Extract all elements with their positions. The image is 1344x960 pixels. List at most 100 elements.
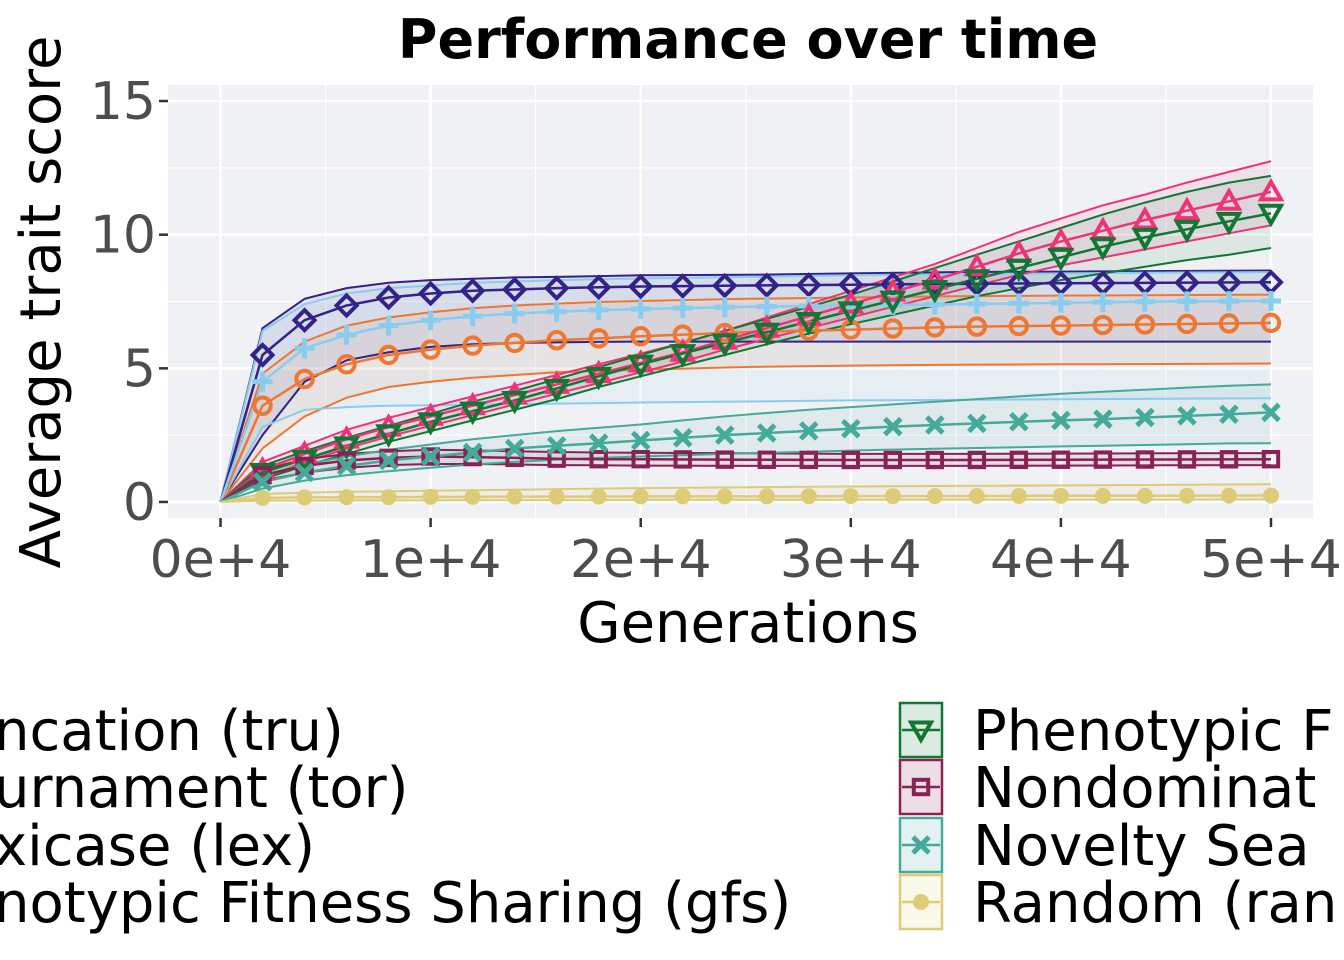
point-nondominated-sorting-nds: [883, 450, 903, 470]
point-phenotypic-fitness-sharing-pfs: [711, 333, 739, 357]
point-truncation-tru: [585, 274, 612, 301]
point-genotypic-fitness-sharing-gfs: [1173, 196, 1201, 221]
point-random-ran: [758, 488, 775, 505]
point-phenotypic-fitness-sharing-pfs: [417, 412, 445, 436]
point-novelty-search-nov: [1051, 410, 1071, 431]
x-tick-label: 1e+4: [360, 530, 502, 590]
point-novelty-search-nov: [1177, 406, 1197, 426]
chart-title: Performance over time: [398, 8, 1098, 71]
point-genotypic-fitness-sharing-gfs: [585, 359, 613, 384]
point-phenotypic-fitness-sharing-pfs: [669, 344, 697, 368]
point-novelty-search-nov: [756, 423, 777, 443]
point-tournament-tor: [714, 322, 735, 344]
point-random-ran: [1262, 487, 1279, 504]
point-random-ran: [296, 489, 313, 506]
point-lexicase-lex: [546, 301, 567, 322]
point-lexicase-lex: [1008, 293, 1029, 314]
legend-label: Phenotypic F: [973, 699, 1333, 764]
bound-lo-truncation-tru: [219, 340, 1271, 503]
point-nondominated-sorting-nds: [379, 448, 398, 468]
point-phenotypic-fitness-sharing-pfs: [627, 354, 655, 379]
point-novelty-search-nov: [925, 415, 945, 435]
x-tick-label: 4e+4: [990, 530, 1132, 590]
point-random-ran: [422, 488, 439, 505]
point-phenotypic-fitness-sharing-pfs: [837, 301, 865, 325]
point-truncation-tru: [543, 275, 570, 301]
point-nondominated-sorting-nds: [1135, 450, 1155, 469]
point-novelty-search-nov: [1093, 409, 1113, 429]
legend-key-marker: [913, 894, 929, 910]
point-lexicase-lex: [294, 338, 315, 359]
point-random-ran: [338, 489, 355, 506]
point-random-ran: [800, 488, 817, 505]
point-lexicase-lex: [1218, 291, 1239, 312]
legend-label: ncation (tru): [0, 699, 344, 764]
point-phenotypic-fitness-sharing-pfs: [1089, 237, 1117, 261]
point-tournament-tor: [546, 330, 567, 351]
point-lexicase-lex: [630, 298, 651, 319]
point-truncation-tru: [417, 280, 444, 307]
point-truncation-tru: [459, 277, 486, 304]
x-tick-label: 5e+4: [1200, 530, 1342, 590]
point-novelty-search-nov: [967, 413, 987, 434]
point-phenotypic-fitness-sharing-pfs: [963, 269, 991, 293]
point-nondominated-sorting-nds: [547, 449, 566, 468]
point-nondominated-sorting-nds: [1093, 450, 1113, 469]
band-novelty-search-nov: [220, 384, 1271, 502]
point-phenotypic-fitness-sharing-pfs: [795, 312, 823, 336]
point-tournament-tor: [1260, 312, 1282, 334]
point-tournament-tor: [1050, 315, 1072, 336]
point-nondominated-sorting-nds: [841, 450, 860, 470]
band-truncation-tru: [220, 270, 1271, 502]
point-truncation-tru: [291, 307, 318, 334]
bound-lo-lexicase-lex: [219, 397, 1272, 503]
point-truncation-tru: [669, 273, 696, 299]
y-tick-label: 0: [123, 473, 156, 533]
markers-phenotypic-fitness-sharing-pfs: [249, 203, 1285, 487]
point-nondominated-sorting-nds: [799, 450, 818, 470]
point-random-ran: [884, 488, 901, 505]
point-novelty-search-nov: [378, 450, 399, 471]
y-tick-label: 10: [90, 206, 156, 266]
point-genotypic-fitness-sharing-gfs: [1131, 205, 1159, 230]
point-genotypic-fitness-sharing-gfs: [543, 370, 571, 394]
legend: ncation (tru)urnament (tor)xicase (lex)n…: [0, 699, 1337, 936]
point-truncation-tru: [711, 272, 738, 299]
point-lexicase-lex: [252, 371, 273, 392]
point-lexicase-lex: [1134, 291, 1155, 312]
point-genotypic-fitness-sharing-gfs: [1215, 187, 1243, 211]
band-tournament-tor: [220, 294, 1271, 502]
x-axis-label: Generations: [577, 591, 919, 656]
point-tournament-tor: [294, 368, 315, 390]
x-tick-label: 3e+4: [780, 530, 922, 590]
point-phenotypic-fitness-sharing-pfs: [501, 390, 529, 415]
point-lexicase-lex: [420, 310, 441, 331]
point-lexicase-lex: [756, 296, 777, 317]
point-nondominated-sorting-nds: [757, 450, 776, 469]
point-truncation-tru: [753, 272, 780, 299]
point-novelty-search-nov: [883, 416, 903, 437]
point-random-ran: [1052, 487, 1069, 504]
point-random-ran: [254, 489, 271, 506]
point-genotypic-fitness-sharing-gfs: [1257, 177, 1285, 202]
series-markers: [249, 177, 1285, 506]
point-genotypic-fitness-sharing-gfs: [753, 314, 781, 338]
point-random-ran: [380, 489, 397, 506]
point-nondominated-sorting-nds: [1051, 450, 1071, 469]
bound-lo-novelty-search-nov: [220, 442, 1272, 503]
point-novelty-search-nov: [420, 446, 441, 467]
point-tournament-tor: [504, 332, 525, 354]
point-phenotypic-fitness-sharing-pfs: [333, 436, 361, 460]
line-truncation-tru: [219, 281, 1272, 503]
point-tournament-tor: [924, 317, 946, 338]
point-novelty-search-nov: [252, 472, 273, 492]
point-tournament-tor: [1008, 315, 1030, 337]
markers-tournament-tor: [252, 312, 1282, 416]
point-novelty-search-nov: [672, 428, 693, 448]
point-phenotypic-fitness-sharing-pfs: [879, 290, 907, 315]
point-tournament-tor: [1176, 313, 1198, 335]
axes: 0e+4 1e+4 2e+4 3e+4 4e+4 5e+4 0 5 10 15: [90, 72, 1342, 590]
point-nondominated-sorting-nds: [1219, 450, 1239, 469]
point-novelty-search-nov: [799, 421, 819, 441]
point-tournament-tor: [966, 316, 988, 337]
